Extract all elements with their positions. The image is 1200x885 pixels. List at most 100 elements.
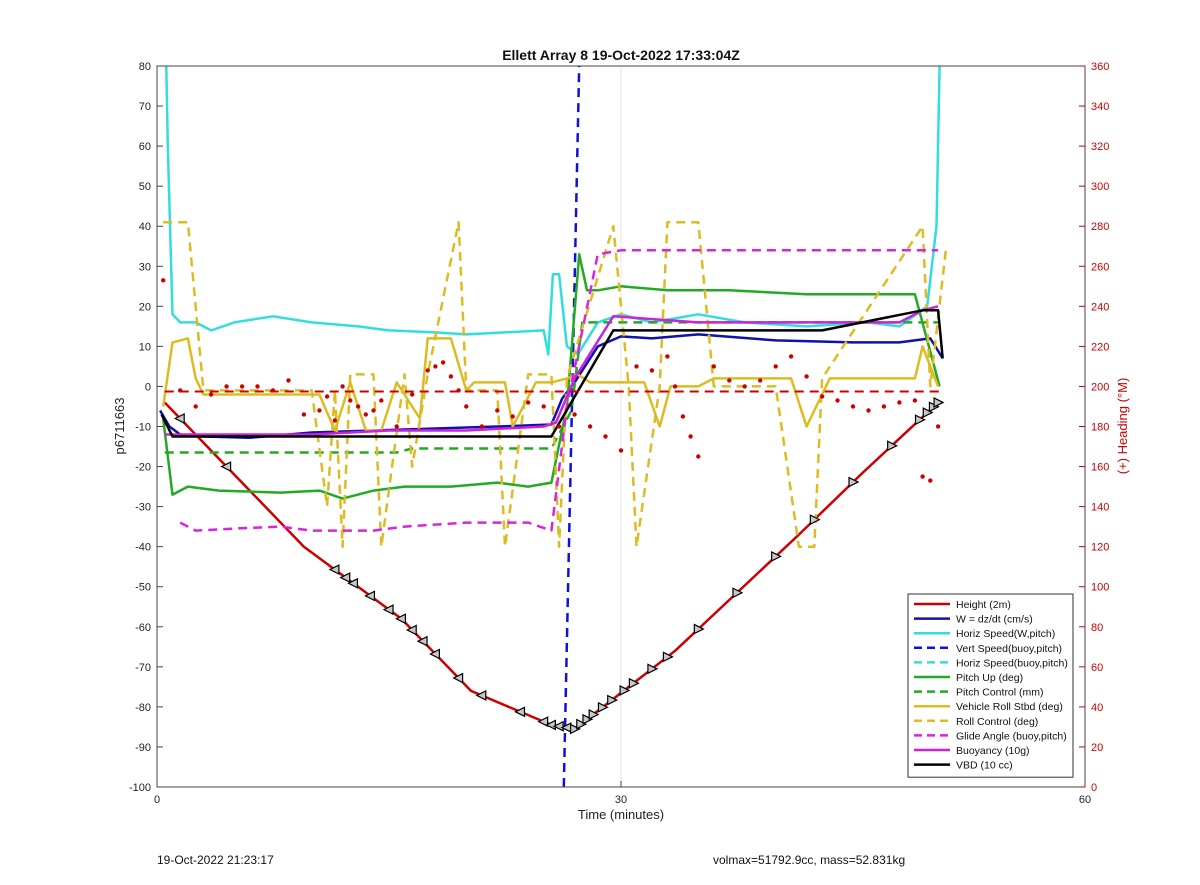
heading-point [324,394,330,399]
legend-box [907,593,1074,778]
height-marker [382,604,394,616]
heading-point [371,408,376,413]
heading-point [394,424,399,429]
y2-tick-label: 320 [1091,141,1109,153]
y2-tick-label: 140 [1091,502,1109,514]
heading-point [788,354,794,359]
heading-point [355,404,361,409]
y2-tick-label: 300 [1091,181,1109,193]
heading-point [363,412,368,417]
heading-point [866,408,871,413]
heading-point [448,374,454,379]
height-marker [339,572,351,584]
height-marker [452,672,464,684]
legend-label-roll-control-deg: Roll Control (deg) [956,716,1038,728]
y-tick-label: 30 [139,261,151,273]
x-tick-label: 30 [615,794,627,806]
heading-point [665,354,670,359]
heading-point [587,424,593,429]
y-tick-label: -50 [135,582,151,594]
x-tick-label: 60 [1079,794,1091,806]
heading-point [224,384,229,389]
height-marker [588,709,600,720]
heading-point [433,364,438,369]
legend-label-pitch-control-mm: Pitch Control (mm) [956,687,1044,699]
heading-point [510,414,515,419]
height-marker [475,689,487,701]
heading-point [464,404,469,409]
heading-point [742,384,747,389]
y-tick-label: -20 [135,462,151,474]
y-tick-label: -80 [135,702,151,714]
heading-point [208,392,214,397]
heading-point [634,364,639,369]
y-tick-label: 70 [139,101,151,113]
legend-label-height-2m: Height (2m) [956,599,1011,611]
height-marker [647,663,659,675]
footer-vehicle-info: volmax=51792.9cc, mass=52.831kg [713,853,906,867]
height-marker [732,587,744,599]
heading-point [301,412,307,417]
y2-tick-label: 40 [1091,702,1103,714]
y-tick-label: -10 [135,422,151,434]
heading-point [696,454,701,459]
y2-tick-label: 220 [1091,341,1109,353]
x-tick-label: 0 [154,794,160,806]
height-marker [576,718,588,730]
y2-tick-label: 80 [1091,622,1103,634]
heading-point [286,378,291,383]
height-marker [537,716,549,728]
height-marker [364,590,376,602]
heading-point [603,434,608,439]
heading-point [348,398,353,403]
legend-label-w-dz-dt-cm-s: W = dz/dt (cm/s) [956,614,1033,626]
heading-point [239,384,245,389]
axis-layer: 0 30 60-100-90-80-70-60-50-40-30-20-100102… [129,61,1109,806]
height-marker [597,701,609,713]
heading-point [340,384,345,389]
height-marker [809,514,821,526]
heading-point [379,398,384,403]
legend-label-vert-speed-buoy-pitch: Vert Speed(buoy,pitch) [956,643,1062,655]
height-marker [922,407,934,419]
y-tick-label: 80 [139,61,151,73]
y2-tick-label: 260 [1091,261,1109,273]
heading-point [161,278,166,283]
y2-tick-label: 100 [1091,582,1109,594]
y-tick-label: 0 [145,381,151,393]
height-marker [552,720,564,732]
heading-point [680,414,686,419]
heading-point [425,368,430,373]
y2-tick-label: 200 [1091,381,1109,393]
series-line-vert-speed-buoy-pitch [562,65,581,788]
markers-layer [173,396,945,735]
heading-point [819,394,825,399]
y2-tick-label: 0 [1091,782,1097,794]
y2-tick-label: 340 [1091,101,1109,113]
legend: Height (2m) W = dz/dt (cm/s) Horiz Speed(W… [907,593,1074,778]
heading-point [332,418,338,423]
heading-point [835,398,840,403]
y2-tick-label: 160 [1091,462,1109,474]
height-marker [173,413,185,424]
height-marker [429,648,440,660]
height-marker [347,577,359,589]
legend-label-pitch-up-deg: Pitch Up (deg) [956,672,1023,684]
legend-label-vbd-10-cc: VBD (10 cc) [956,760,1013,772]
heading-point [618,448,624,453]
height-marker [848,476,860,488]
heading-point [672,384,678,389]
heading-point [758,378,763,383]
height-marker [395,613,406,625]
heading-point [850,404,856,409]
height-marker [619,684,631,696]
x-axis-label: Time (minutes) [578,807,664,822]
heading-point [920,474,925,479]
series-line-pitch-up-deg [161,253,941,500]
heading-point [255,384,260,389]
y2-axis-label: (+) Heading (°M) [1115,378,1130,475]
height-marker [607,694,619,706]
height-marker [628,677,640,689]
height-marker [405,624,417,636]
